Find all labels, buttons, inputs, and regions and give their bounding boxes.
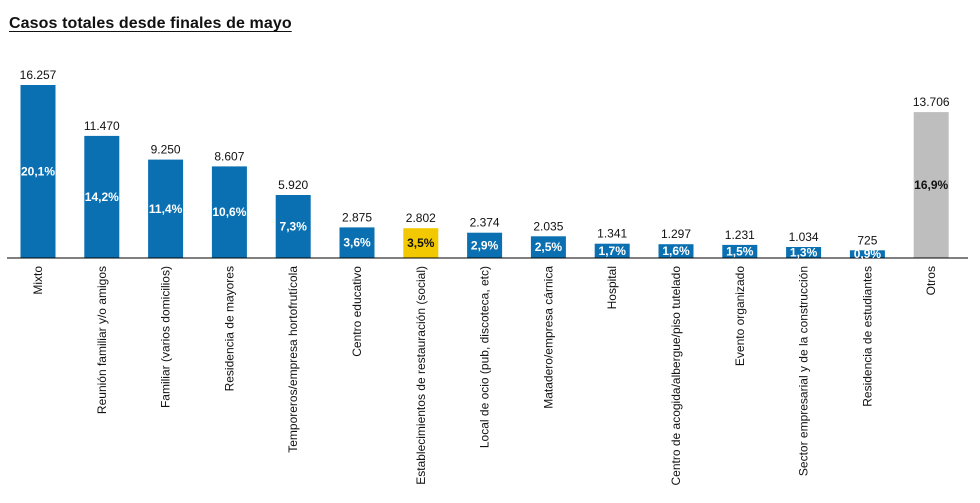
category-label-hospital: Hospital [605, 266, 619, 309]
bar-residencia-de-mayores [211, 166, 247, 258]
category-label-matadero-empresa-carnica: Matadero/empresa cárnica [541, 266, 555, 409]
category-label-residencia-de-mayores: Residencia de mayores [222, 266, 236, 391]
bar-evento-organizado [722, 244, 758, 258]
category-label-residencia-de-estudiantes: Residencia de estudiantes [860, 266, 874, 407]
category-label-mixto: Mixto [31, 266, 45, 295]
percent-label-familiar-varios-domicilios: 11,4% [149, 202, 183, 216]
value-label-residencia-de-estudiantes: 725 [857, 233, 877, 247]
bar-centro-educativo [339, 227, 375, 258]
category-label-centro-de-acogida-albergue-piso-tutelado: Centro de acogida/albergue/piso tutelado [669, 266, 683, 486]
value-label-evento-organizado: 1.231 [725, 228, 755, 242]
percent-label-residencia-de-estudiantes: 0,9% [854, 247, 882, 261]
value-label-centro-educativo: 2.875 [342, 210, 372, 224]
category-label-familiar-varios-domicilios: Familiar (varios domicilios) [159, 266, 173, 408]
percent-label-mixto: 20,1% [21, 165, 55, 179]
percent-label-evento-organizado: 1,5% [726, 245, 754, 259]
bar-establecimientos-de-restauracion-social [403, 228, 439, 258]
value-label-reunion-familiar-y-o-amigos: 11.470 [84, 119, 120, 133]
value-label-hospital: 1.341 [597, 227, 627, 241]
category-label-otros: Otros [924, 266, 938, 295]
value-label-centro-de-acogida-albergue-piso-tutelado: 1.297 [661, 227, 691, 241]
value-label-familiar-varios-domicilios: 9.250 [151, 143, 181, 157]
category-label-sector-empresarial-y-de-la-construccion: Sector empresarial y de la construcción [797, 266, 811, 476]
percent-label-sector-empresarial-y-de-la-construccion: 1,3% [790, 246, 818, 260]
category-label-reunion-familiar-y-o-amigos: Reunión familiar y/o amigos [95, 266, 109, 414]
category-label-centro-educativo: Centro educativo [350, 266, 364, 357]
labels-layer: 16.257 20,1% Mixto 11.470 14,2% Reunión famil… [20, 68, 950, 486]
bar-local-de-ocio-pub-discoteca-etc [467, 232, 503, 258]
bar-mixto [20, 85, 56, 258]
bar-temporeros-empresa-hortofruticola [275, 195, 311, 258]
percent-label-establecimientos-de-restauracion-social: 3,5% [407, 236, 435, 250]
bar-familiar-varios-domicilios [148, 159, 184, 258]
percent-label-matadero-empresa-carnica: 2,5% [535, 240, 563, 254]
bars-layer [20, 85, 949, 258]
value-label-otros: 13.706 [913, 95, 950, 109]
percent-label-hospital: 1,7% [599, 244, 627, 258]
value-label-temporeros-empresa-hortofruticola: 5.920 [278, 178, 308, 192]
percent-label-centro-de-acogida-albergue-piso-tutelado: 1,6% [662, 244, 690, 258]
category-label-local-de-ocio-pub-discoteca-etc: Local de ocio (pub, discoteca, etc) [478, 266, 492, 448]
bar-otros [913, 112, 949, 258]
percent-label-otros: 16,9% [914, 178, 948, 192]
value-label-establecimientos-de-restauracion-social: 2.802 [406, 211, 436, 225]
category-label-evento-organizado: Evento organizado [733, 266, 747, 366]
bar-sector-empresarial-y-de-la-construccion [786, 247, 822, 258]
value-label-sector-empresarial-y-de-la-construccion: 1.034 [789, 230, 819, 244]
percent-label-temporeros-empresa-hortofruticola: 7,3% [280, 220, 308, 234]
bar-centro-de-acogida-albergue-piso-tutelado [658, 244, 694, 258]
category-label-temporeros-empresa-hortofruticola: Temporeros/empresa hortofrutícola [286, 266, 300, 453]
percent-label-centro-educativo: 3,6% [343, 236, 371, 250]
value-label-local-de-ocio-pub-discoteca-etc: 2.374 [470, 216, 500, 230]
value-label-residencia-de-mayores: 8.607 [214, 149, 244, 163]
value-label-matadero-empresa-carnica: 2.035 [533, 219, 563, 233]
category-label-establecimientos-de-restauracion-social: Establecimientos de restauración (social… [414, 266, 428, 485]
bar-matadero-empresa-carnica [530, 236, 566, 258]
percent-label-residencia-de-mayores: 10,6% [212, 205, 246, 219]
bar-residencia-de-estudiantes [849, 250, 885, 258]
bar-hospital [594, 243, 630, 258]
chart-title: Casos totales desde finales de mayo [9, 15, 292, 32]
percent-label-reunion-familiar-y-o-amigos: 14,2% [85, 190, 119, 204]
percent-label-local-de-ocio-pub-discoteca-etc: 2,9% [471, 238, 499, 252]
bar-reunion-familiar-y-o-amigos [84, 135, 120, 258]
value-label-mixto: 16.257 [20, 68, 57, 82]
